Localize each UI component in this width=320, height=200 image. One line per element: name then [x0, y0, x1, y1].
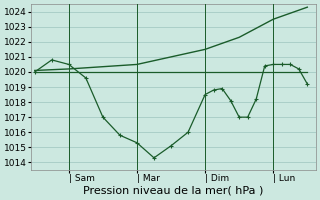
- X-axis label: Pression niveau de la mer( hPa ): Pression niveau de la mer( hPa ): [84, 186, 264, 196]
